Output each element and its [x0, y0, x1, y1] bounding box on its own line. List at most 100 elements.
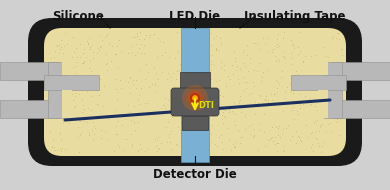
Point	[79, 97, 85, 100]
Point	[46, 82, 52, 85]
Point	[289, 134, 295, 137]
Bar	[324, 62, 342, 118]
Point	[137, 68, 144, 71]
Point	[48, 56, 54, 59]
Point	[90, 50, 96, 53]
Point	[53, 45, 60, 48]
Point	[249, 92, 255, 95]
Point	[108, 59, 114, 63]
Point	[142, 78, 149, 81]
Point	[199, 112, 205, 115]
Point	[136, 93, 142, 96]
Point	[198, 112, 204, 116]
Point	[73, 60, 79, 63]
Point	[167, 141, 174, 144]
Point	[263, 98, 269, 101]
Point	[193, 116, 199, 119]
Point	[85, 41, 92, 44]
Point	[104, 69, 110, 72]
Point	[185, 67, 191, 70]
Point	[54, 44, 60, 47]
Point	[160, 40, 167, 43]
Point	[144, 147, 151, 150]
Point	[57, 133, 63, 136]
Point	[120, 148, 126, 151]
Point	[79, 61, 85, 64]
Point	[155, 135, 161, 139]
Point	[129, 82, 136, 85]
Point	[297, 106, 303, 109]
Point	[153, 144, 159, 147]
Point	[177, 114, 183, 117]
Point	[113, 124, 119, 127]
Point	[76, 150, 82, 153]
Point	[88, 69, 94, 72]
Point	[62, 109, 68, 112]
Point	[293, 69, 299, 72]
Point	[295, 73, 301, 76]
Point	[229, 109, 235, 112]
Point	[218, 61, 224, 64]
Point	[154, 146, 161, 149]
Point	[86, 134, 92, 137]
Point	[256, 93, 262, 96]
Point	[314, 138, 321, 141]
Point	[251, 134, 257, 137]
Point	[162, 97, 168, 100]
Point	[116, 39, 122, 42]
Point	[58, 149, 64, 152]
Point	[194, 66, 200, 69]
Point	[51, 55, 57, 59]
Point	[69, 92, 75, 95]
Point	[46, 130, 53, 133]
Point	[125, 51, 131, 54]
Point	[292, 130, 299, 133]
Point	[295, 85, 301, 88]
Point	[75, 135, 82, 138]
Point	[179, 31, 185, 34]
Point	[135, 150, 141, 153]
Point	[320, 96, 326, 99]
Point	[127, 76, 133, 79]
Point	[288, 38, 294, 41]
Point	[177, 109, 183, 112]
Point	[229, 63, 236, 66]
Point	[215, 48, 221, 51]
Point	[137, 31, 143, 34]
Point	[324, 84, 330, 87]
Point	[231, 146, 238, 149]
Point	[130, 120, 136, 123]
Point	[259, 76, 265, 79]
Point	[118, 87, 124, 90]
Point	[152, 82, 159, 85]
Point	[190, 33, 196, 36]
Point	[89, 129, 95, 132]
Point	[196, 49, 202, 52]
Point	[95, 104, 101, 107]
Point	[208, 43, 214, 46]
Point	[319, 145, 325, 148]
Point	[321, 95, 328, 98]
Point	[314, 118, 321, 121]
Point	[95, 46, 101, 49]
Point	[138, 42, 144, 45]
Point	[250, 42, 256, 45]
Point	[216, 136, 222, 139]
Point	[280, 128, 287, 131]
Point	[269, 51, 275, 54]
Point	[189, 129, 195, 132]
Point	[336, 134, 342, 137]
Point	[289, 91, 296, 94]
Point	[272, 93, 278, 96]
Point	[274, 150, 280, 153]
Point	[155, 36, 161, 40]
Point	[281, 31, 287, 34]
Point	[196, 75, 202, 78]
Point	[324, 122, 331, 125]
Point	[189, 126, 195, 129]
Point	[244, 44, 250, 47]
Point	[307, 80, 313, 83]
Point	[237, 99, 243, 102]
Point	[295, 134, 301, 137]
Point	[68, 55, 74, 58]
